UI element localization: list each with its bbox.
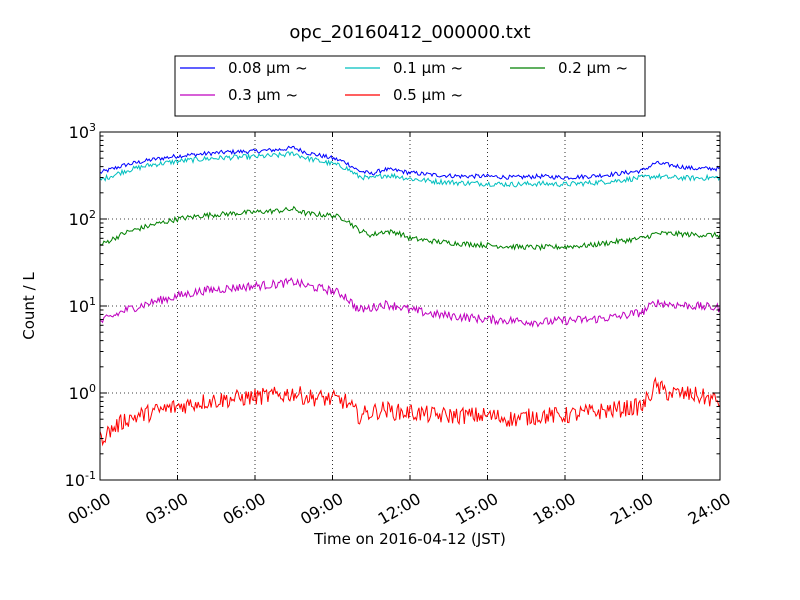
ticks: 00:00 03:00 06:00 09:00 12:00 15:00 18:00 21:00… [65,121,734,529]
legend-label: 0.5 μm ~ [393,86,463,104]
chart-title: opc_20160412_000000.txt [289,22,530,43]
series-line-4 [99,376,721,447]
legend-label: 0.2 μm ~ [558,59,628,77]
x-tick-label: 00:00 [65,489,114,529]
y-tick-label: 100 [69,382,96,403]
x-tick-label: 15:00 [452,489,501,529]
series-line-3 [99,277,721,328]
grid [100,132,720,480]
y-tick-label: 102 [69,208,96,229]
legend: 0.08 μm ~ 0.1 μm ~ 0.2 μm ~ 0.3 μm ~ 0.5 μm … [174,55,646,117]
y-tick-label: 101 [69,295,96,316]
legend-label: 0.3 μm ~ [228,86,298,104]
y-tick-label: 10-1 [65,469,96,490]
legend-label: 0.1 μm ~ [393,59,463,77]
legend-box [174,55,646,117]
series-line-0 [99,145,721,180]
x-axis-label: Time on 2016-04-12 (JST) [313,530,506,548]
legend-label: 0.08 μm ~ [228,59,308,77]
y-tick-label: 103 [69,121,96,142]
x-tick-label: 21:00 [607,489,656,529]
x-tick-label: 09:00 [297,489,346,529]
series-line-1 [99,151,721,188]
x-tick-label: 18:00 [530,489,579,529]
y-axis-label: Count / L [20,272,38,340]
x-tick-label: 03:00 [142,489,191,529]
series-layer [99,145,721,447]
series-line-2 [99,205,721,252]
x-tick-label: 12:00 [375,489,424,529]
x-tick-label: 24:00 [685,489,734,529]
x-tick-label: 06:00 [220,489,269,529]
